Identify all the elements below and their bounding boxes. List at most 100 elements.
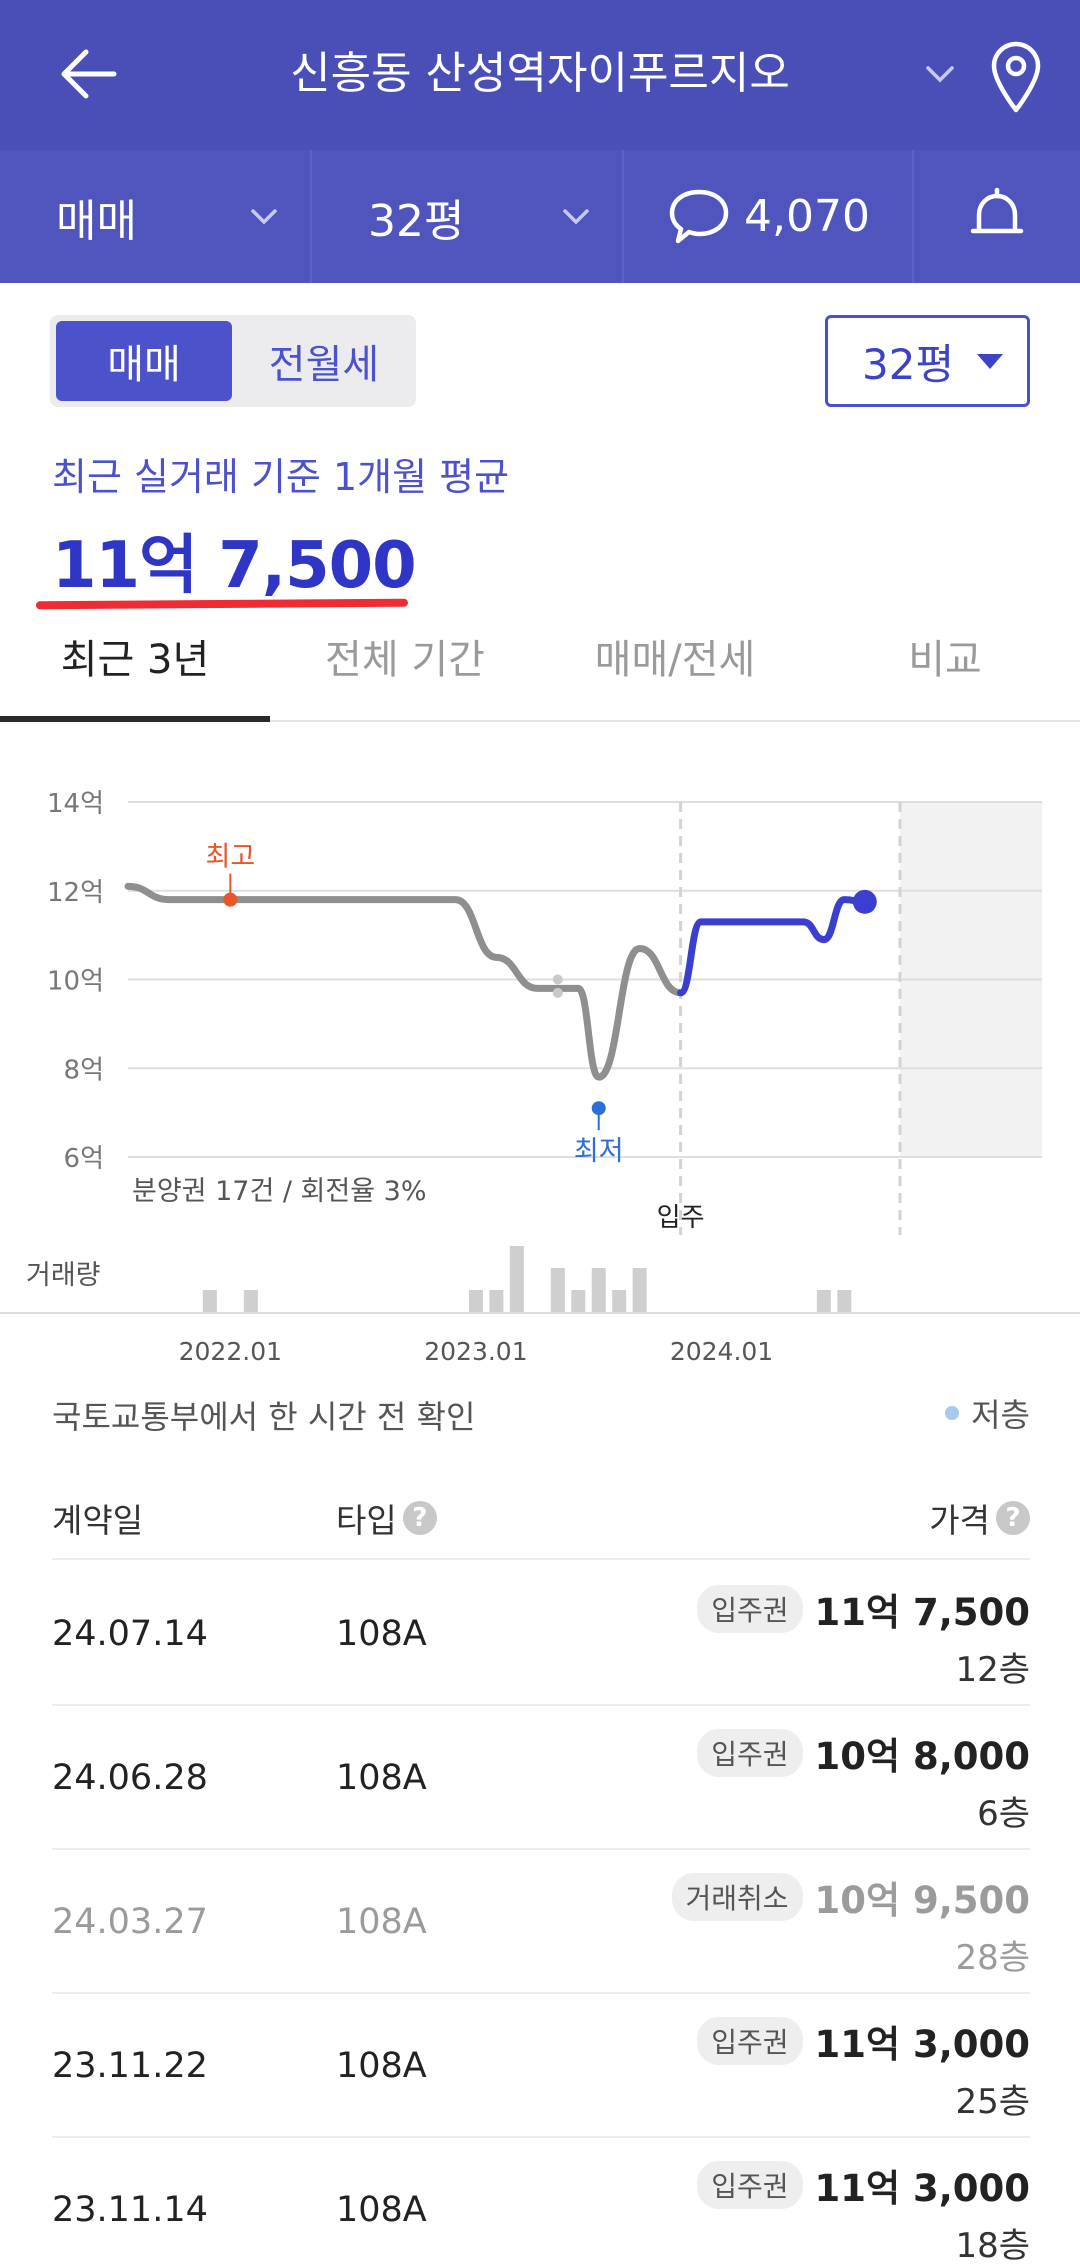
row-floor: 6층 xyxy=(977,1794,1030,1834)
row-price: 11억 3,000 xyxy=(814,2023,1030,2066)
header-price: 가격 ? xyxy=(929,1494,1030,1542)
volume-label: 거래량 xyxy=(26,1260,101,1291)
row-price-group: 입주권 11억 7,500 xyxy=(697,1582,1030,1636)
help-icon[interactable]: ? xyxy=(996,1501,1030,1535)
volume-bar xyxy=(612,1290,627,1312)
chevron-down-icon xyxy=(926,66,954,83)
back-arrow-icon xyxy=(61,49,117,99)
series-line-1 xyxy=(677,896,869,997)
status-badge: 입주권 xyxy=(697,1729,803,1777)
average-price: 11억 7,500 xyxy=(52,529,417,603)
table-header: 계약일 타입 ? 가격 ? xyxy=(52,1480,1030,1560)
volume-bar xyxy=(243,1290,258,1312)
trade-dot xyxy=(552,974,563,985)
filter-bar: 매매 32평 4,070 xyxy=(0,150,1080,283)
size-dropdown-value: 32평 xyxy=(862,339,955,389)
table-row[interactable]: 24.07.14 108A 입주권 11억 7,500 12층 xyxy=(52,1562,1030,1706)
legend-label: 저층 xyxy=(971,1396,1030,1434)
location-button[interactable] xyxy=(986,38,1046,114)
title-dropdown-button[interactable] xyxy=(920,54,960,94)
tab-sale-jeonse[interactable]: 매매/전세 xyxy=(594,637,756,683)
size-dropdown[interactable]: 32평 xyxy=(825,315,1030,407)
size-label: 32평 xyxy=(368,195,465,247)
row-date: 23.11.22 xyxy=(52,2046,208,2086)
header-price-label: 가격 xyxy=(929,1501,990,1540)
table-row[interactable]: 23.11.14 108A 입주권 11억 3,000 18층 xyxy=(52,2138,1030,2265)
y-tick-label: 12억 xyxy=(47,878,104,908)
source-note: 국토교통부에서 한 시간 전 확인 xyxy=(52,1398,476,1436)
volume-bar xyxy=(489,1290,504,1312)
volume-bar xyxy=(571,1290,586,1312)
row-price: 11억 7,500 xyxy=(814,1591,1030,1634)
y-tick-label: 14억 xyxy=(47,789,104,819)
volume-bar xyxy=(509,1246,524,1312)
table-row[interactable]: 24.06.28 108A 입주권 10억 8,000 6층 xyxy=(52,1706,1030,1850)
volume-bar xyxy=(816,1290,831,1312)
toggle-rent[interactable]: 전월세 xyxy=(268,342,380,388)
volume-bar xyxy=(550,1268,565,1312)
tab-all-period[interactable]: 전체 기간 xyxy=(325,637,485,683)
row-floor: 28층 xyxy=(955,1938,1030,1978)
trade-type-selector[interactable]: 매매 xyxy=(0,150,312,283)
toggle-sale[interactable]: 매매 xyxy=(56,321,232,401)
caret-down-icon xyxy=(977,354,1003,369)
range-tabs: 최근 3년 전체 기간 매매/전세 비교 xyxy=(0,622,1080,722)
row-type: 108A xyxy=(336,1902,427,1942)
volume-bar xyxy=(202,1290,217,1312)
alarm-button[interactable] xyxy=(914,150,1080,283)
volume-bar xyxy=(468,1290,483,1312)
trade-type-label: 매매 xyxy=(56,195,137,247)
chart-footnote: 분양권 17건 / 회전율 3% xyxy=(132,1176,427,1207)
speech-bubble-icon xyxy=(669,189,729,243)
header-type: 타입 ? xyxy=(336,1494,437,1542)
app-header: 신흥동 산성역자이푸르지오 xyxy=(0,0,1080,150)
tab-recent-3y[interactable]: 최근 3년 xyxy=(0,622,270,722)
x-tick-label: 2022.01 xyxy=(179,1337,282,1366)
row-type: 108A xyxy=(336,2046,427,2086)
row-date: 24.06.28 xyxy=(52,1758,208,1798)
trade-type-toggle: 매매 전월세 xyxy=(50,315,416,407)
legend: 저층 xyxy=(945,1390,1030,1436)
comment-count: 4,070 xyxy=(744,191,870,242)
move-in-label: 입주 xyxy=(657,1203,705,1233)
row-price-group: 거래취소 10억 9,500 xyxy=(671,1870,1030,1924)
page-title[interactable]: 신흥동 산성역자이푸르지오 xyxy=(290,48,790,99)
table-row[interactable]: 24.03.27 108A 거래취소 10억 9,500 28층 xyxy=(52,1850,1030,1994)
row-date: 24.03.27 xyxy=(52,1902,208,1942)
help-icon[interactable]: ? xyxy=(402,1501,437,1535)
volume-bar xyxy=(837,1290,852,1312)
average-price-label: 최근 실거래 기준 1개월 평균 xyxy=(52,455,510,499)
y-tick-label: 10억 xyxy=(47,967,104,997)
volume-bar xyxy=(591,1268,606,1312)
row-price-group: 입주권 10억 8,000 xyxy=(697,1726,1030,1780)
trade-dot xyxy=(552,987,563,998)
row-date: 23.11.14 xyxy=(52,2190,208,2230)
high-label: 최고 xyxy=(205,842,255,873)
x-tick-label: 2024.01 xyxy=(670,1337,773,1366)
divider xyxy=(0,1312,1080,1314)
bell-icon xyxy=(970,187,1024,233)
table-row[interactable]: 23.11.22 108A 입주권 11억 3,000 25층 xyxy=(52,1994,1030,2138)
row-floor: 18층 xyxy=(955,2226,1030,2265)
map-pin-icon xyxy=(991,41,1041,113)
y-tick-label: 6억 xyxy=(64,1144,104,1174)
status-badge: 입주권 xyxy=(697,2161,803,2209)
x-tick-label: 2023.01 xyxy=(424,1337,527,1366)
legend-dot-low-floor xyxy=(945,1406,960,1420)
row-price-group: 입주권 11억 3,000 xyxy=(697,2014,1030,2068)
row-price: 10억 9,500 xyxy=(814,1879,1030,1922)
row-price-group: 입주권 11억 3,000 xyxy=(697,2158,1030,2212)
row-type: 108A xyxy=(336,1614,427,1654)
row-floor: 25층 xyxy=(955,2082,1030,2122)
comments-button[interactable]: 4,070 xyxy=(624,150,914,283)
back-button[interactable] xyxy=(52,34,132,114)
series-line-0 xyxy=(124,882,685,1081)
size-selector[interactable]: 32평 xyxy=(312,150,624,283)
latest-point xyxy=(852,889,877,914)
tab-compare[interactable]: 비교 xyxy=(908,637,982,683)
header-date: 계약일 xyxy=(52,1494,143,1542)
y-tick-label: 8억 xyxy=(64,1055,104,1085)
volume-bar xyxy=(632,1268,647,1312)
header-type-label: 타입 xyxy=(336,1501,397,1540)
